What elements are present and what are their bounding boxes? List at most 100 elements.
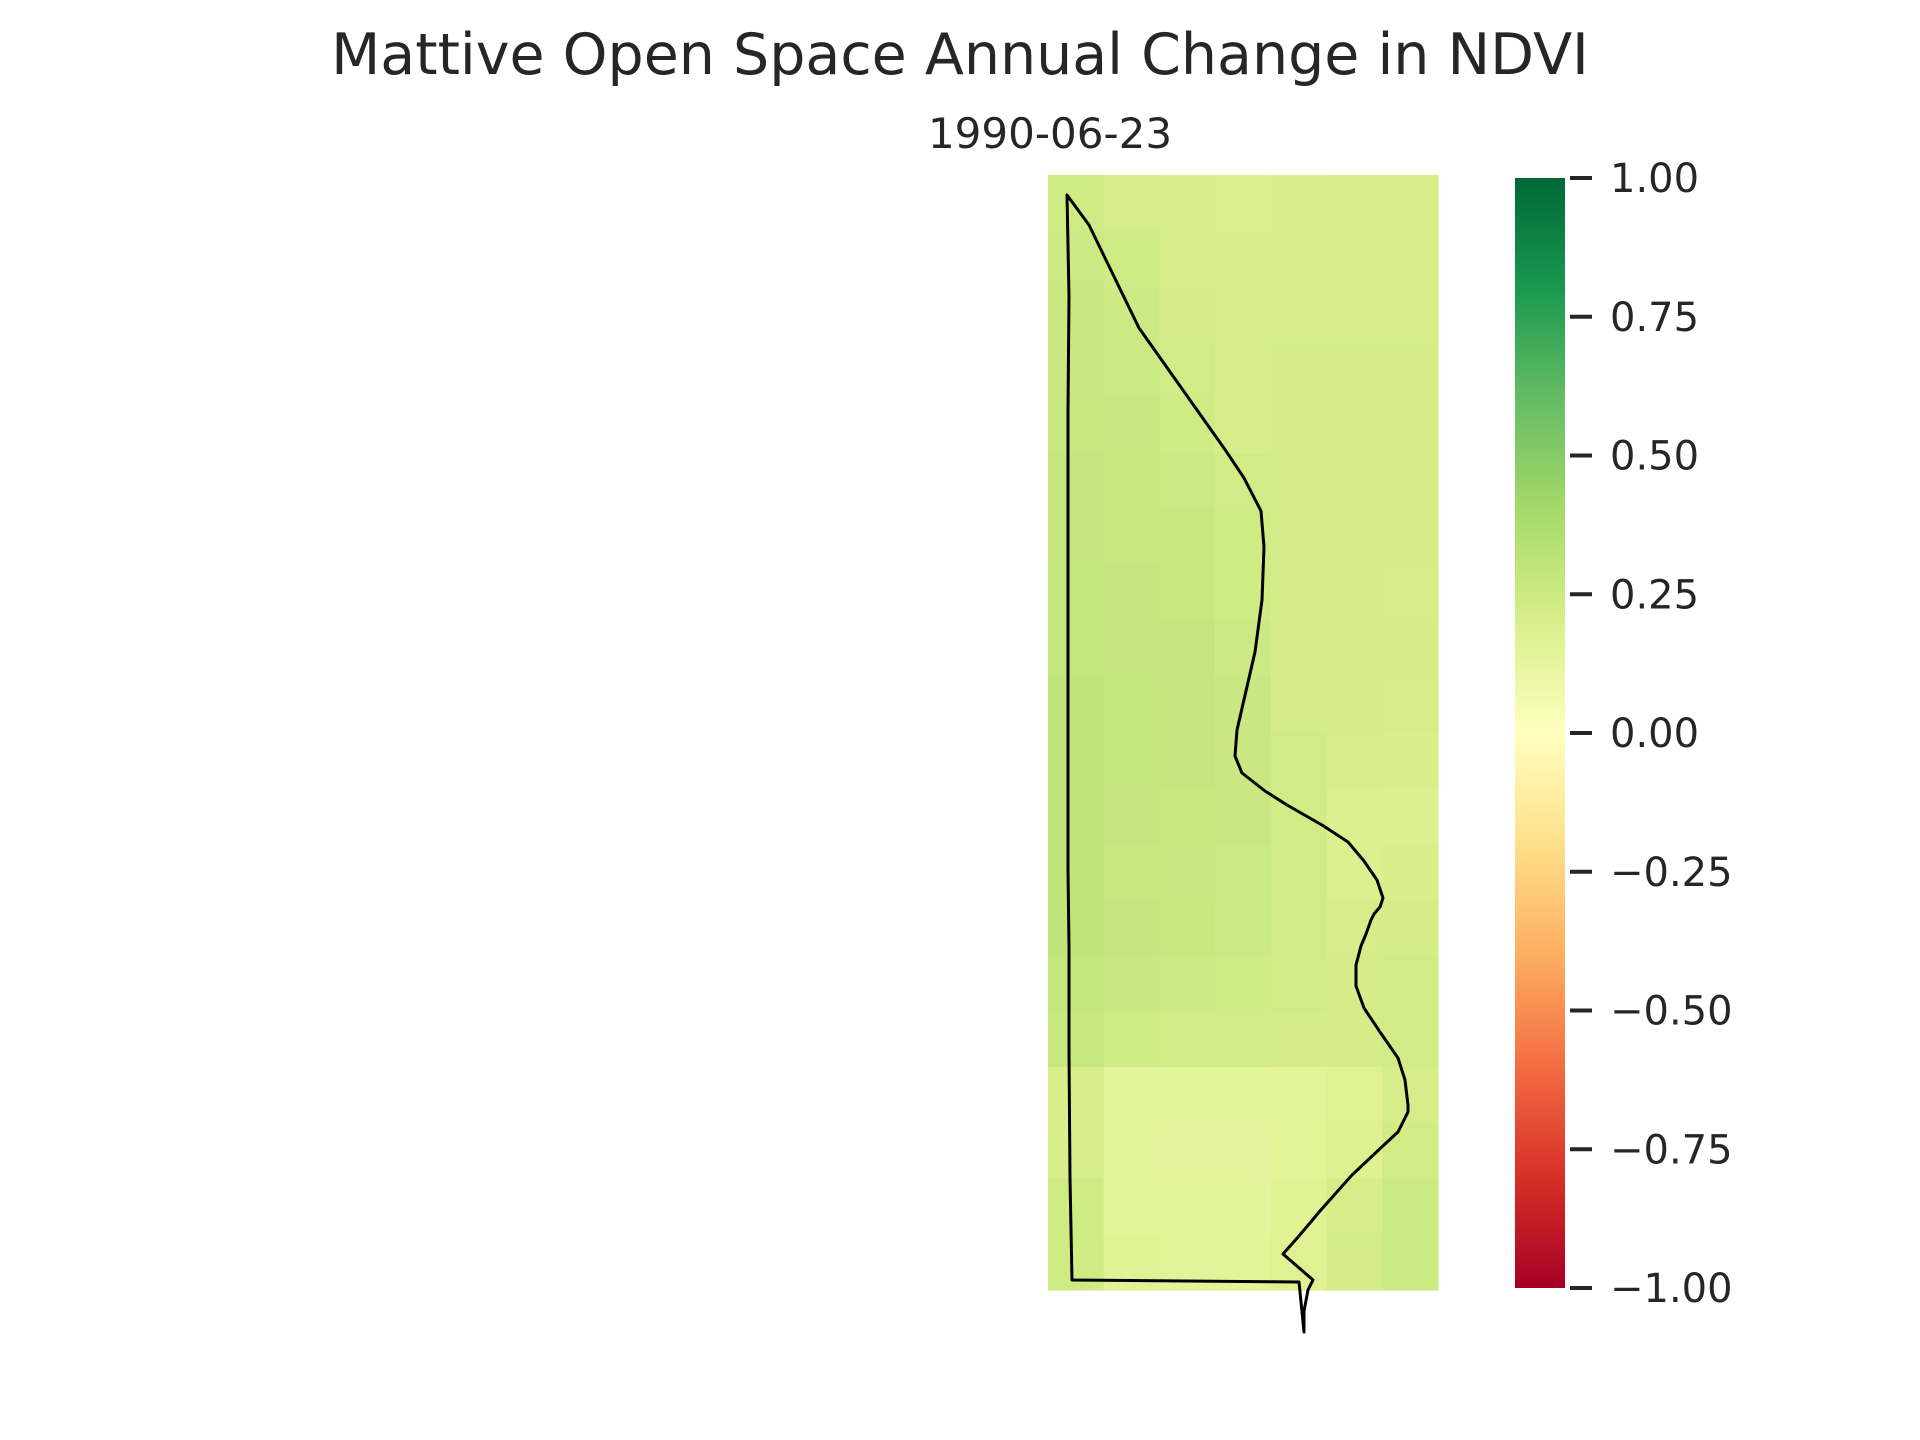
heatmap-cell [1103, 175, 1161, 232]
colorbar-tick-label: −0.50 [1610, 989, 1733, 1035]
heatmap-cell [1159, 1122, 1216, 1180]
heatmap-cell [1382, 453, 1439, 511]
heatmap-cell [1382, 955, 1439, 1012]
heatmap-cell [1159, 1011, 1216, 1068]
heatmap-cell [1159, 509, 1216, 566]
heatmap-cell [1159, 1178, 1216, 1235]
colorbar-tick-label: 0.00 [1610, 711, 1699, 757]
colorbar-tick-label: 1.00 [1610, 156, 1699, 202]
heatmap-cell [1270, 1067, 1328, 1124]
heatmap-cell [1382, 1067, 1439, 1124]
heatmap-cell [1270, 230, 1328, 288]
heatmap-cell [1382, 732, 1439, 789]
heatmap-cell [1215, 844, 1272, 901]
heatmap-cell [1103, 398, 1161, 455]
heatmap-cell [1326, 1234, 1383, 1291]
colorbar [1515, 178, 1565, 1288]
heatmap-cell [1382, 1178, 1439, 1235]
heatmap-cell [1382, 286, 1439, 343]
heatmap-cell [1326, 230, 1383, 288]
heatmap-cell [1048, 676, 1105, 734]
heatmap-cell [1048, 509, 1105, 566]
heatmap-cell [1159, 286, 1216, 343]
colorbar-tick-label: −0.75 [1610, 1127, 1733, 1173]
heatmap-cell [1270, 509, 1328, 566]
heatmap-cell [1048, 342, 1105, 399]
heatmap-cell [1103, 1067, 1161, 1124]
heatmap-cell [1382, 1234, 1439, 1291]
heatmap-cell [1326, 286, 1383, 343]
heatmap-cell [1159, 398, 1216, 455]
heatmap-cell [1326, 676, 1383, 734]
heatmap-cell [1103, 676, 1161, 734]
heatmap-cell [1270, 899, 1328, 957]
heatmap-cell [1215, 732, 1272, 789]
heatmap-cell [1270, 1122, 1328, 1180]
heatmap-cell [1103, 955, 1161, 1012]
heatmap-cell [1382, 509, 1439, 566]
heatmap-cell [1159, 621, 1216, 678]
heatmap-cell [1215, 955, 1272, 1012]
heatmap-cell [1048, 788, 1105, 845]
heatmap-cell [1103, 230, 1161, 288]
heatmap-cell [1382, 899, 1439, 957]
heatmap-cell [1048, 1178, 1105, 1235]
heatmap-cell [1048, 398, 1105, 455]
heatmap-cell [1103, 1178, 1161, 1235]
heatmap-cell [1103, 1011, 1161, 1068]
heatmap-cell [1326, 398, 1383, 455]
heatmap-cell [1103, 788, 1161, 845]
colorbar-ticks: 1.00 0.75 0.50 0.25 0.00 −0.25 −0.50 −0.75 −1.00 [1570, 156, 1733, 1312]
heatmap-cell [1048, 1234, 1105, 1291]
heatmap-cell [1048, 899, 1105, 957]
heatmap-cell [1270, 621, 1328, 678]
heatmap-cell [1048, 621, 1105, 678]
heatmap-cell [1159, 1067, 1216, 1124]
heatmap-cell [1048, 955, 1105, 1012]
heatmap-cell [1103, 621, 1161, 678]
heatmap-cell [1270, 342, 1328, 399]
heatmap-cell [1382, 1011, 1439, 1068]
heatmap-cell [1215, 621, 1272, 678]
heatmap-cell [1048, 286, 1105, 343]
heatmap-cell [1215, 1178, 1272, 1235]
heatmap-cell [1103, 453, 1161, 511]
heatmap-cell [1326, 732, 1383, 789]
heatmap-cell [1159, 230, 1216, 288]
heatmap-cell [1326, 899, 1383, 957]
heatmap-cell [1159, 844, 1216, 901]
heatmap-cell [1215, 788, 1272, 845]
heatmap-cell [1270, 1011, 1328, 1068]
heatmap-cell [1215, 899, 1272, 957]
heatmap-cell [1382, 1122, 1439, 1180]
heatmap-cell [1382, 676, 1439, 734]
heatmap-cell [1326, 1122, 1383, 1180]
heatmap-cell [1159, 899, 1216, 957]
colorbar-tick-label: 0.75 [1610, 295, 1699, 341]
heatmap-cell [1270, 676, 1328, 734]
colorbar-tick-label: 0.25 [1610, 572, 1699, 618]
heatmap-cell [1159, 565, 1216, 622]
colorbar-tick-label: −1.00 [1610, 1266, 1733, 1312]
heatmap-cell [1382, 565, 1439, 622]
heatmap-cell [1270, 565, 1328, 622]
heatmap-cell [1326, 565, 1383, 622]
heatmap-cell [1382, 621, 1439, 678]
heatmap-cell [1326, 342, 1383, 399]
heatmap-cell [1215, 342, 1272, 399]
heatmap-cell [1215, 230, 1272, 288]
heatmap-cell [1382, 175, 1439, 232]
heatmap-cell [1159, 175, 1216, 232]
heatmap-cell [1159, 955, 1216, 1012]
heatmap-cell [1270, 398, 1328, 455]
heatmap-cell [1326, 1067, 1383, 1124]
heatmap-cell [1103, 1122, 1161, 1180]
heatmap-cell [1270, 955, 1328, 1012]
heatmap-cell [1048, 565, 1105, 622]
heatmap-cell [1048, 453, 1105, 511]
heatmap-cell [1103, 565, 1161, 622]
subplot-title: 1990-06-23 [928, 109, 1172, 158]
heatmap-cell [1270, 788, 1328, 845]
heatmap-cell [1048, 1067, 1105, 1124]
